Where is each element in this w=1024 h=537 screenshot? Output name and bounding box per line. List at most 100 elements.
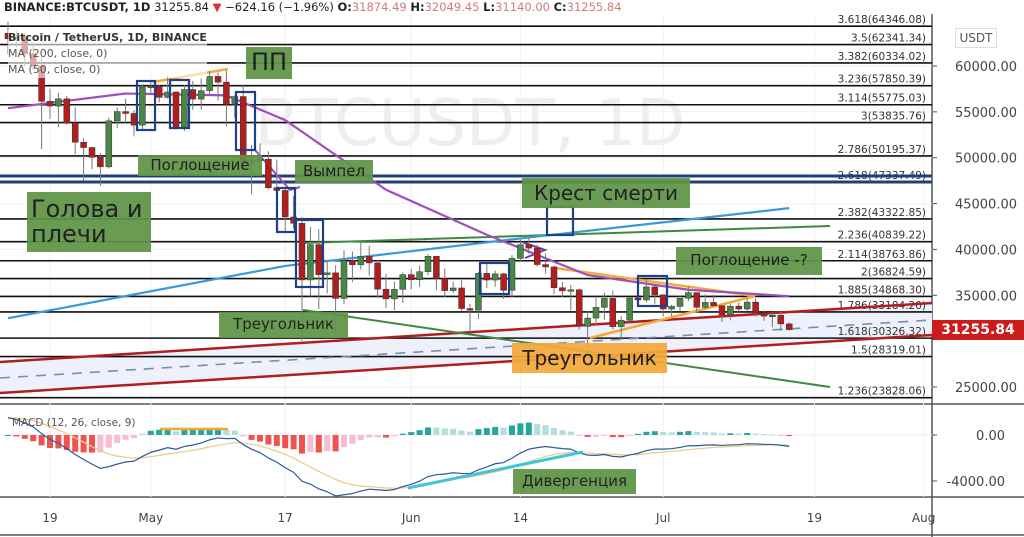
macd-histogram-bar: [97, 435, 104, 453]
candle-body: [416, 271, 423, 280]
candle-body: [466, 308, 474, 311]
channel-mid-line: [0, 319, 933, 379]
candle-body: [760, 312, 768, 317]
macd-histogram-bar: [357, 435, 364, 441]
macd-histogram-bar: [677, 431, 683, 435]
macd-histogram-bar: [660, 432, 667, 435]
fib-level-label: 3.5(62341.34): [851, 33, 926, 45]
fib-level-label: 1.618(30326.32): [838, 326, 926, 338]
macd-histogram-bar: [719, 433, 725, 435]
macd-histogram-bar: [80, 435, 87, 453]
fib-level-label: 2.236(40839.22): [838, 230, 926, 242]
candle-body: [155, 85, 163, 98]
x-tick-label: Jun: [401, 511, 421, 525]
macd-histogram-bar: [366, 435, 373, 438]
triangle-down-icon: ▼: [212, 0, 222, 14]
macd-histogram-bar: [332, 435, 339, 452]
macd-histogram-bar: [248, 435, 255, 440]
macd-histogram-bar: [299, 435, 305, 454]
macd-histogram-bar: [122, 435, 129, 440]
annotation-head-shoulders[interactable]: Голова и плечи: [27, 192, 151, 252]
fib-level-label: 3(53835.76): [861, 111, 926, 123]
legend-ma50[interactable]: MA (50, close, 0): [8, 62, 207, 78]
annotation-pp[interactable]: ПП: [246, 47, 292, 79]
macd-histogram-bar: [374, 435, 381, 438]
annotation-engulfing[interactable]: Поглощение: [138, 155, 262, 176]
candle-body: [307, 244, 314, 281]
macd-histogram-bar: [525, 422, 532, 435]
fib-level-label: 2(36824.59): [861, 267, 926, 279]
macd-histogram-bar: [593, 435, 599, 437]
macd-histogram-bar: [21, 435, 28, 439]
macd-histogram-bar: [769, 434, 776, 436]
macd-histogram-bar: [47, 435, 53, 448]
candle-body: [424, 256, 432, 272]
candle-body: [785, 323, 793, 330]
macd-histogram-bar: [609, 435, 616, 438]
x-tick-label: 19: [42, 511, 57, 525]
macd-legend[interactable]: MACD (12, 26, close, 9): [12, 417, 136, 429]
macd-histogram-bar: [601, 435, 608, 436]
symbol-header: BINANCE:BTCUSDT, 1D 31255.84 ▼ −624.16 (…: [4, 0, 622, 14]
candle-body: [63, 98, 71, 124]
candle-body: [441, 278, 449, 291]
candle-body: [181, 89, 188, 129]
y-tick-label: 45000.00: [955, 198, 1017, 213]
annotation-engulfing-question[interactable]: Поглощение -?: [676, 247, 822, 275]
macd-histogram-bar: [551, 427, 557, 435]
candle-body: [382, 288, 390, 300]
candle-body: [433, 256, 440, 279]
candle-body: [601, 298, 608, 308]
macd-histogram-bar: [475, 429, 482, 435]
macd-histogram-bar: [744, 432, 751, 435]
legend-ma200[interactable]: MA (200, close, 0): [8, 46, 207, 62]
candle-body: [374, 262, 381, 290]
candle-body: [710, 302, 717, 306]
macd-histogram-bar: [290, 435, 297, 450]
macd-histogram-bar: [408, 432, 415, 435]
macd-histogram-bar: [425, 427, 431, 435]
candle-body: [752, 301, 759, 314]
macd-histogram-bar: [735, 433, 742, 435]
annotation-death-cross[interactable]: Крест смерти: [522, 178, 690, 208]
candle-body: [475, 273, 482, 311]
currency-button[interactable]: USDT: [955, 28, 997, 48]
candle-body: [575, 289, 583, 327]
candle-body: [340, 260, 348, 299]
annotation-pennant[interactable]: Вымпел: [295, 160, 373, 183]
channel-lower-line: [0, 333, 933, 395]
fib-level-label: 1.885(34868.30): [838, 284, 926, 296]
ma200-line: [7, 207, 790, 320]
macd-histogram-bar: [399, 433, 406, 435]
annotation-triangle-green[interactable]: Треугольник: [219, 312, 348, 338]
candle-body: [626, 297, 633, 321]
macd-histogram-bar: [467, 431, 473, 435]
candle-body: [298, 223, 306, 281]
macd-histogram-bar: [492, 426, 499, 435]
annotation-divergence[interactable]: Дивергенция: [513, 469, 636, 494]
candle-body: [80, 141, 87, 148]
candle-body: [265, 158, 272, 189]
y-tick-label: 50000.00: [955, 152, 1017, 167]
macd-histogram-bar: [114, 435, 121, 444]
annotation-triangle-orange[interactable]: Треугольник: [512, 343, 667, 373]
macd-histogram-bar: [307, 435, 314, 453]
macd-histogram-bar: [206, 427, 213, 435]
candle-body: [113, 111, 121, 122]
candle-body: [701, 302, 709, 308]
macd-y-tick-label: 0.00: [976, 429, 1005, 444]
candle-body: [449, 287, 457, 291]
candle-body: [71, 122, 79, 143]
last-price: 31255.84: [154, 0, 209, 14]
candle-body: [147, 85, 155, 88]
pattern-box: [636, 274, 669, 308]
macd-histogram-bar: [13, 435, 20, 437]
macd-histogram-bar: [576, 435, 583, 436]
candle-body: [46, 101, 54, 107]
candle-body: [617, 319, 625, 327]
macd-histogram-bar: [618, 435, 625, 438]
macd-histogram-bar: [483, 428, 490, 435]
macd-histogram-bar: [433, 427, 440, 435]
fib-level-label: 3.382(60334.02): [838, 51, 926, 63]
